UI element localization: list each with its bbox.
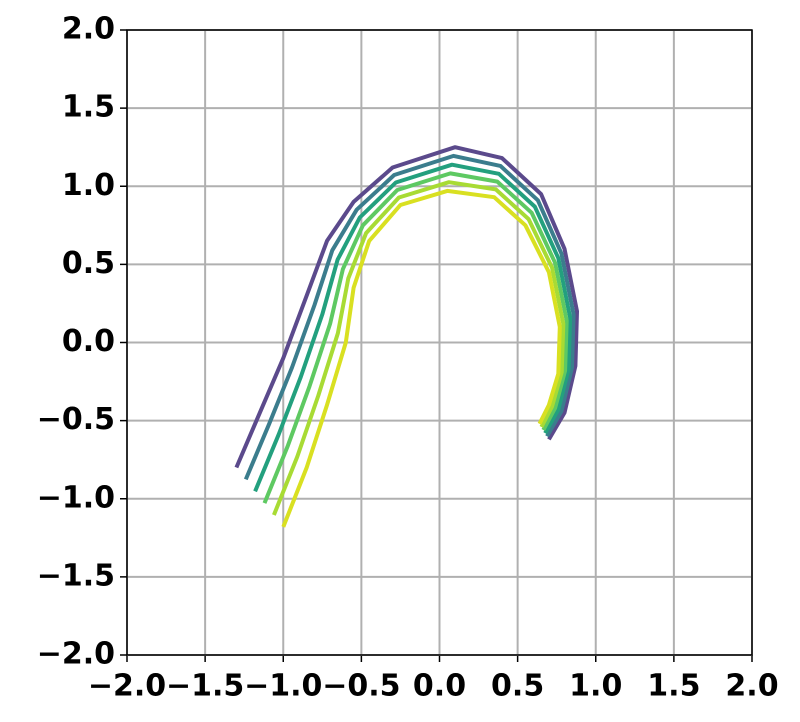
x-tick-label: 0.0 (413, 669, 466, 704)
trajectory (272, 180, 566, 516)
plot-frame (126, 29, 753, 656)
y-tick-label: 0.0 (62, 324, 115, 359)
y-tick-label: −1.5 (37, 558, 115, 593)
y-tick-label: −1.0 (37, 480, 115, 515)
trajectory (243, 153, 576, 481)
trajectory (234, 145, 579, 469)
x-tick-label: 1.0 (569, 669, 622, 704)
x-tick-label: −1.5 (166, 669, 244, 704)
trajectory (253, 162, 573, 493)
x-tick-label: −1.0 (244, 669, 322, 704)
trajectory (262, 171, 569, 504)
y-tick-label: 1.5 (62, 90, 115, 125)
x-tick-label: −2.0 (88, 669, 166, 704)
y-tick-label: 0.5 (62, 246, 115, 281)
x-tick-label: −0.5 (322, 669, 400, 704)
y-tick-label: 1.0 (62, 168, 115, 203)
x-tick-label: 1.5 (647, 669, 700, 704)
y-tick-label: −0.5 (37, 402, 115, 437)
trajectory (281, 188, 562, 528)
y-tick-label: −2.0 (37, 637, 115, 672)
x-tick-label: 0.5 (491, 669, 544, 704)
x-tick-label: 2.0 (725, 669, 778, 704)
y-tick-label: 2.0 (62, 12, 115, 47)
